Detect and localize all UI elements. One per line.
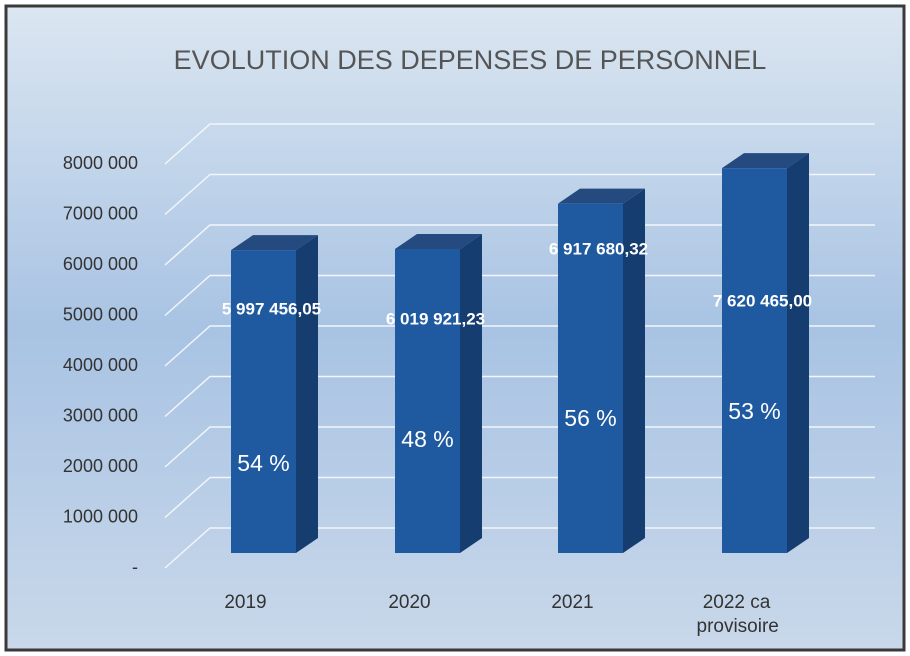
y-tick-label: 7000 000 [63, 203, 138, 223]
bar-top [558, 188, 645, 204]
share-label: 56 % [564, 405, 616, 431]
y-tick-label: 2000 000 [63, 456, 138, 476]
bar-side [787, 153, 809, 554]
grid-line [164, 426, 875, 468]
bar [558, 203, 623, 553]
bar-side [296, 235, 318, 553]
bar [395, 248, 460, 554]
bar-side [460, 233, 482, 554]
y-tick-label: 4000 000 [63, 355, 138, 375]
grid-line [164, 224, 875, 266]
y-tick-label: 3000 000 [63, 405, 138, 425]
value-label: 6 019 921,23 [386, 309, 485, 328]
value-label: 5 997 456,05 [222, 299, 321, 318]
x-tick-label: 2019 [224, 592, 267, 613]
grid-line [164, 476, 875, 519]
value-label: 7 620 465,00 [713, 291, 812, 310]
bar [231, 250, 296, 553]
y-tick-label: 5000 000 [63, 304, 138, 324]
grid-line [164, 375, 875, 418]
y-tick-label: 8000 000 [63, 153, 138, 173]
share-label: 48 % [401, 426, 453, 452]
value-label: 6 917 680,32 [549, 239, 648, 258]
grid-line [164, 325, 875, 367]
grid-line [164, 274, 875, 317]
grid-line [164, 173, 875, 216]
x-tick-label: 2022 ca provisoire [696, 592, 779, 637]
bar-top [722, 153, 809, 169]
grid-line [164, 527, 875, 569]
bar-top [395, 233, 482, 249]
y-tick-label: 1000 000 [63, 506, 138, 526]
bar-side [623, 188, 645, 553]
y-tick-label: - [132, 557, 138, 577]
x-tick-label: 2021 [551, 592, 594, 613]
share-label: 53 % [728, 398, 780, 424]
y-tick-label: 6000 000 [63, 254, 138, 274]
x-tick-label: 2020 [388, 592, 431, 613]
grid-line [164, 123, 875, 165]
chart-title: EVOLUTION DES DEPENSES DE PERSONNEL [174, 45, 767, 75]
share-label: 54 % [237, 450, 289, 476]
bar-top [231, 235, 318, 251]
bar [722, 168, 787, 554]
